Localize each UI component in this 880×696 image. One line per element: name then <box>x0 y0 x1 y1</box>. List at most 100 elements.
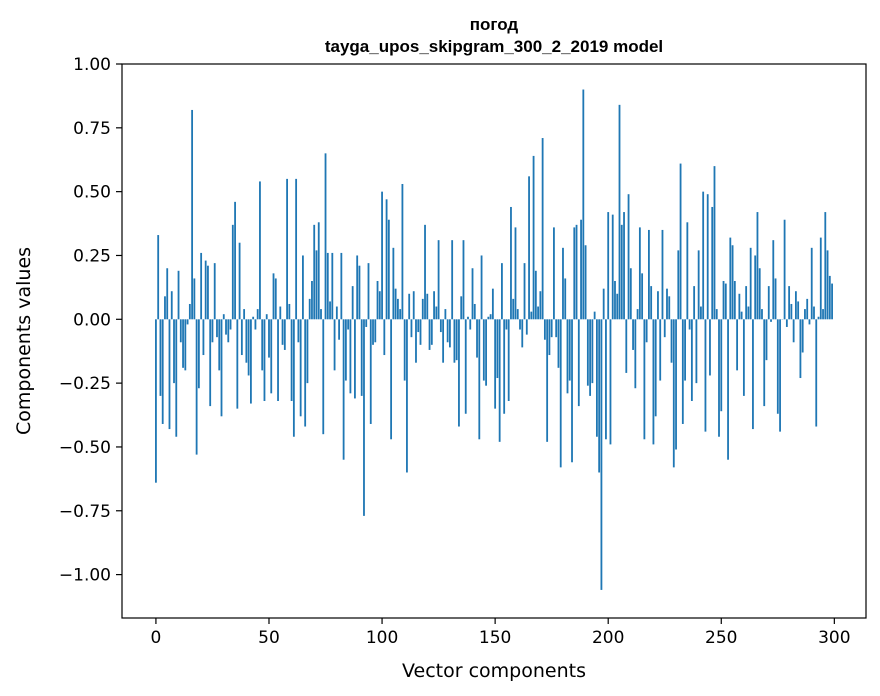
bar <box>797 301 800 320</box>
bar <box>620 224 623 320</box>
bar <box>553 227 555 320</box>
bar <box>354 319 356 399</box>
bar <box>344 319 347 381</box>
bar <box>831 283 833 320</box>
bar <box>654 319 657 417</box>
bar <box>360 319 363 396</box>
bar <box>225 319 227 335</box>
bar <box>745 286 748 320</box>
bar <box>657 291 659 320</box>
bar <box>462 240 465 320</box>
x-tick-label: 200 <box>592 628 624 648</box>
y-tick-label: 0.50 <box>73 183 111 203</box>
bar <box>758 268 761 320</box>
bar <box>347 319 350 330</box>
bar <box>625 319 628 373</box>
bar <box>424 224 426 320</box>
bar <box>317 222 320 320</box>
bar <box>426 293 429 320</box>
bar <box>410 319 413 338</box>
bar <box>571 319 573 463</box>
bar <box>638 227 641 320</box>
bar <box>245 319 248 363</box>
bar <box>681 319 684 424</box>
bar <box>227 319 230 343</box>
bar <box>792 319 795 343</box>
bar <box>374 319 377 343</box>
x-axis-label: Vector components <box>402 660 586 682</box>
bar <box>254 319 257 330</box>
bar <box>358 265 361 320</box>
bar <box>247 319 250 376</box>
bar <box>534 270 537 320</box>
bar <box>779 319 781 432</box>
bar <box>700 306 702 320</box>
bar <box>473 303 476 320</box>
bar <box>815 319 818 427</box>
bar <box>711 206 714 320</box>
bar <box>650 286 653 320</box>
bar <box>455 319 458 361</box>
bar <box>268 319 270 358</box>
bar <box>433 291 435 320</box>
bar <box>575 224 578 320</box>
bar <box>688 319 691 330</box>
bar <box>537 306 539 320</box>
bar <box>406 319 408 473</box>
bar <box>444 309 447 320</box>
bar <box>559 319 562 468</box>
bar <box>507 319 510 401</box>
bar <box>577 319 580 407</box>
bar <box>430 319 433 345</box>
x-tick-label: 300 <box>818 628 850 648</box>
bar <box>274 278 277 320</box>
bar <box>670 319 673 363</box>
bar <box>605 319 607 440</box>
bar <box>256 309 259 320</box>
bar <box>408 293 411 320</box>
bar <box>600 319 603 590</box>
bar <box>437 240 440 320</box>
bar <box>729 237 732 320</box>
bar <box>629 268 632 320</box>
bar <box>776 319 779 414</box>
bar <box>645 319 648 343</box>
x-axis-ticks: 0 50 100 150 200 250 300 <box>151 618 851 648</box>
bar <box>704 319 707 432</box>
bar <box>376 281 379 320</box>
bar <box>177 270 180 320</box>
bar <box>659 319 662 381</box>
bar <box>421 298 424 320</box>
bar <box>806 298 809 320</box>
bar <box>591 319 594 384</box>
bar <box>742 319 745 396</box>
bar <box>399 309 402 320</box>
bar <box>804 309 806 320</box>
bar <box>387 219 390 320</box>
bar <box>516 309 519 320</box>
bar <box>794 291 797 320</box>
bar <box>609 319 612 445</box>
bar <box>222 314 225 320</box>
bar <box>733 281 736 320</box>
bar <box>632 319 634 350</box>
bar <box>182 319 184 368</box>
bar <box>333 319 336 371</box>
bar <box>469 319 472 330</box>
bar <box>693 286 696 320</box>
bar <box>308 298 311 320</box>
bar <box>363 319 365 516</box>
bar <box>828 275 831 320</box>
bar <box>173 319 175 384</box>
bar <box>489 314 492 320</box>
x-tick-label: 250 <box>705 628 737 648</box>
bar <box>272 273 275 320</box>
bar <box>568 319 571 381</box>
bar <box>525 319 528 335</box>
bar <box>458 319 460 427</box>
bar <box>259 181 261 320</box>
bar <box>464 319 467 414</box>
bar <box>530 311 533 320</box>
bar <box>335 306 338 320</box>
bar <box>521 319 524 348</box>
